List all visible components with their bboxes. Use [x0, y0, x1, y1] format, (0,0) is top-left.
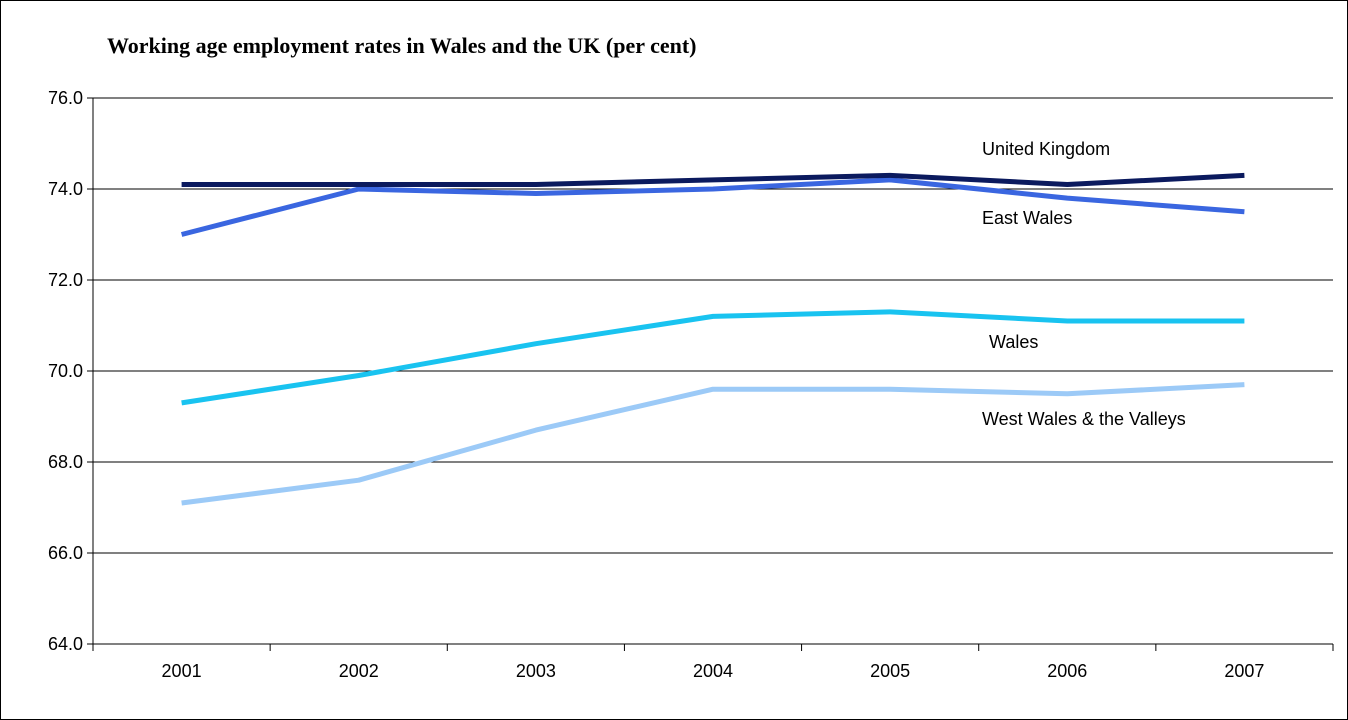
x-tick-label: 2003: [516, 661, 556, 681]
series-label-united-kingdom: United Kingdom: [982, 139, 1110, 159]
y-tick-label: 72.0: [48, 270, 83, 290]
series-label-east-wales: East Wales: [982, 208, 1072, 228]
x-tick-label: 2004: [693, 661, 733, 681]
series-label-wales: Wales: [989, 332, 1038, 352]
x-tick-label: 2005: [870, 661, 910, 681]
x-tick-label: 2002: [339, 661, 379, 681]
series-line-wales: [181, 309, 1245, 406]
y-tick-labels: 64.0 66.0 68.0 70.0 72.0 74.0 76.0: [48, 88, 83, 654]
x-tick-label: 2006: [1047, 661, 1087, 681]
series-line-united-kingdom: [181, 172, 1245, 187]
y-tick-label: 66.0: [48, 543, 83, 563]
x-tick-label: 2001: [162, 661, 202, 681]
x-tick-labels: 2001 2002 2003 2004 2005 2006 2007: [162, 661, 1265, 681]
y-tick-label: 68.0: [48, 452, 83, 472]
y-tick-label: 76.0: [48, 88, 83, 108]
series-line-west-wales-the-valleys: [181, 382, 1245, 506]
series-lines: [180, 172, 1245, 506]
series-line-east-wales: [180, 177, 1245, 237]
x-tick-label: 2007: [1224, 661, 1264, 681]
chart-title: Working age employment rates in Wales an…: [107, 33, 697, 58]
y-tick-label: 64.0: [48, 634, 83, 654]
series-label-west-wales-valleys: West Wales & the Valleys: [982, 409, 1186, 429]
gridlines: [93, 97, 1333, 554]
y-tick-label: 70.0: [48, 361, 83, 381]
y-tick-label: 74.0: [48, 179, 83, 199]
axes: [87, 97, 1334, 651]
